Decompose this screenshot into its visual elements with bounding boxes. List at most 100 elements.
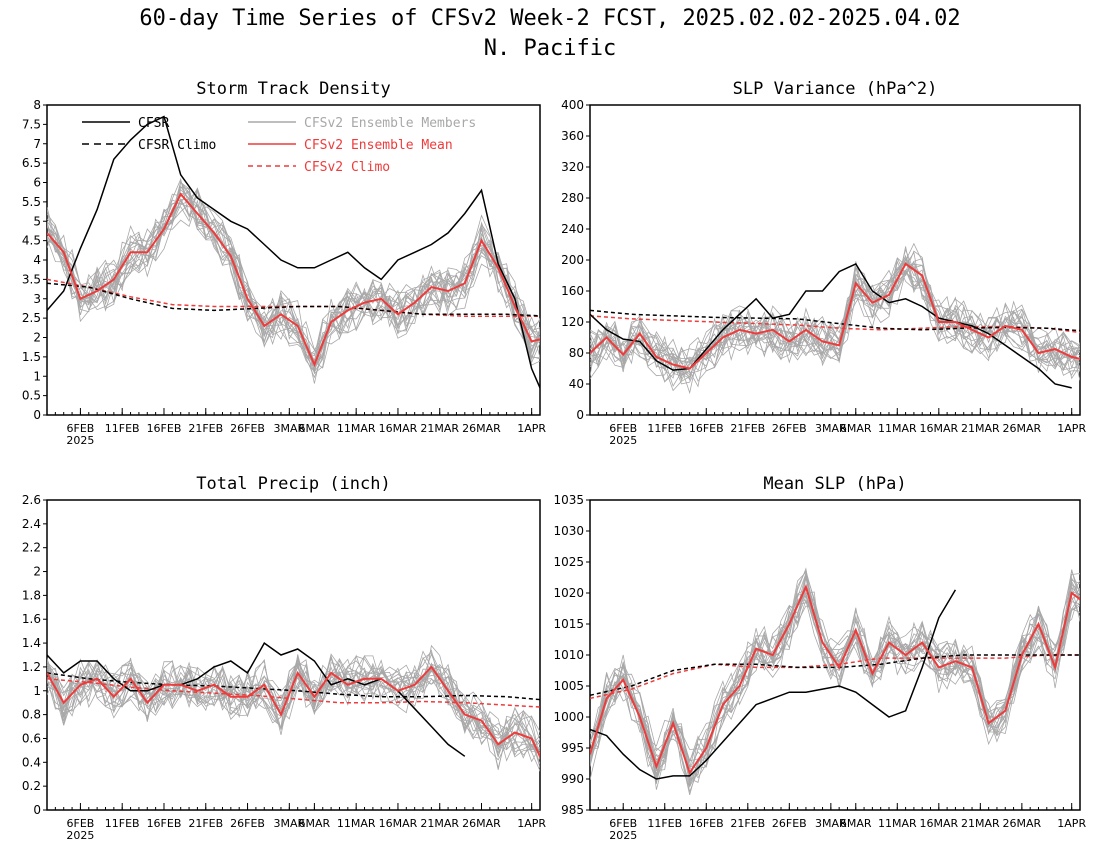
x-tick-label: 6MAR [299,817,331,830]
x-tick-label: 6MAR [299,422,331,435]
y-tick-label: 0.2 [22,779,41,793]
panel-title: Total Precip (inch) [196,474,390,494]
y-tick-label: 1.2 [22,660,41,674]
x-tick-label: 3MAR [815,817,847,830]
y-tick-label: 4 [33,253,41,267]
x-tick-label: 11MAR [337,817,376,830]
x-tick-label: 16FEB [689,817,724,830]
x-tick-label: 26MAR [462,817,501,830]
ensemble-member-line [590,260,1080,381]
legend-cfsv2-climo-label: CFSv2 Climo [304,160,390,175]
y-tick-label: 1035 [553,493,584,507]
ensemble-member-line [590,595,1080,788]
ensemble-member-line [590,573,1080,783]
x-tick-label: 6MAR [840,817,872,830]
legend-cfsr-label: CFSR [138,116,169,131]
ensemble-member-line [590,268,1080,383]
y-tick-label: 40 [569,377,584,391]
y-tick-label: 1 [33,369,41,383]
y-tick-label: 4.5 [22,234,41,248]
y-tick-label: 7.5 [22,117,41,131]
y-tick-label: 240 [561,222,584,236]
plot-area [590,242,1080,395]
y-tick-label: 3 [33,292,41,306]
ensemble-member-line [590,262,1080,382]
y-tick-label: 1.8 [22,588,41,602]
x-tick-label: 3MAR [815,422,847,435]
y-tick-label: 1000 [553,710,584,724]
ensemble-member-line [590,579,1080,783]
x-tick-label: 26MAR [1003,422,1042,435]
ensemble-member-line [47,199,540,359]
ensemble-member-line [47,186,540,363]
ensemble-member-line [47,186,540,373]
ensemble-member-line [47,661,540,747]
ensemble-mean-line [47,665,540,759]
y-tick-label: 400 [561,98,584,112]
y-tick-label: 6 [33,176,41,190]
x-tick-label: 6MAR [840,422,872,435]
ensemble-member-line [47,188,540,357]
y-tick-label: 1020 [553,586,584,600]
x-tick-label: 16MAR [379,817,418,830]
y-tick-label: 1015 [553,617,584,631]
ensemble-member-line [47,654,540,770]
ensemble-mean-line [47,192,540,368]
y-tick-label: 160 [561,284,584,298]
y-tick-label: 0 [576,408,584,422]
x-tick-label: 3MAR [273,817,305,830]
x-tick-label: 21FEB [188,422,223,435]
x-tick-label: 1APR [517,422,546,435]
panel-title: Storm Track Density [196,79,390,99]
ensemble-member-line [590,250,1080,380]
y-tick-label: 1.5 [22,350,41,364]
y-tick-label: 6.5 [22,156,41,170]
y-tick-label: 200 [561,253,584,267]
cfsv2-climo-line [47,678,540,708]
y-tick-label: 3.5 [22,272,41,286]
x-year-label: 2025 [609,434,637,447]
ensemble-member-line [590,591,1080,771]
x-tick-label: 26FEB [230,422,265,435]
y-tick-label: 1030 [553,524,584,538]
legend-cfsr-climo-label: CFSR Climo [138,138,216,153]
cfsr-line [590,589,957,780]
y-tick-label: 5.5 [22,195,41,209]
ensemble-member-line [47,659,540,765]
ensemble-member-line [47,177,540,384]
x-tick-label: 16FEB [147,817,182,830]
x-tick-label: 26FEB [230,817,265,830]
x-tick-label: 26MAR [462,422,501,435]
cfsr-climo-line [47,672,540,701]
x-tick-label: 6FEB [609,422,637,435]
ensemble-member-line [47,653,540,761]
x-tick-label: 16FEB [147,422,182,435]
y-tick-label: 0 [33,803,41,817]
y-tick-label: 320 [561,160,584,174]
y-tick-label: 5 [33,214,41,228]
x-year-label: 2025 [66,829,94,842]
x-tick-label: 11FEB [647,817,682,830]
x-tick-label: 11FEB [105,422,140,435]
cfsv2-climo-line [590,654,1080,700]
ensemble-member-line [47,657,540,753]
plot-area [590,567,1080,796]
ensemble-member-line [47,190,540,379]
x-tick-label: 11MAR [878,817,917,830]
ensemble-member-line [590,261,1080,383]
x-tick-label: 3MAR [273,422,305,435]
x-tick-label: 1APR [1057,817,1086,830]
region-title: N. Pacific [483,36,617,61]
ensemble-member-line [47,181,540,374]
y-tick-label: 2.6 [22,493,41,507]
y-tick-label: 80 [569,346,584,360]
y-tick-label: 1.4 [22,636,41,650]
x-tick-label: 26FEB [772,817,807,830]
x-tick-label: 6FEB [67,422,95,435]
x-year-label: 2025 [66,434,94,447]
y-tick-label: 995 [561,741,584,755]
ensemble-member-line [47,659,540,760]
x-tick-label: 6FEB [67,817,95,830]
x-tick-label: 16MAR [919,817,958,830]
